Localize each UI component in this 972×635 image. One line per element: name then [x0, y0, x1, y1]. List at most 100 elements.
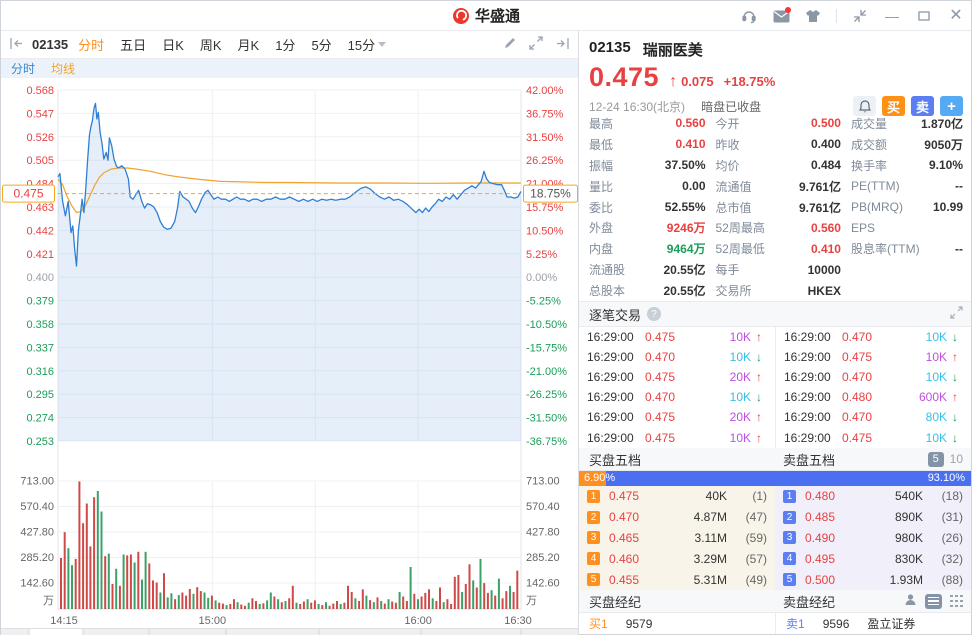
sell-broker-title: 卖盘经纪 [783, 594, 836, 610]
depth-level-toggle[interactable]: 5 10 [927, 451, 963, 467]
theme-shirt-icon[interactable] [804, 7, 822, 25]
stat-label: 均价 [715, 158, 740, 173]
stats-grid: 最高 0.560 最低 0.410 振幅 37.50% 量比 0.00 委比 52.55% 外盘 92… [579, 111, 971, 301]
stat-label: 昨收 [715, 137, 740, 152]
level-volume: 1.93M [889, 572, 923, 587]
tab-5分[interactable]: 5分 [311, 38, 332, 53]
depth-level-row[interactable]: 4 0.460 3.29M (57) [579, 548, 775, 569]
sell-button[interactable]: 卖 [911, 96, 934, 116]
toggle-5[interactable]: 5 [927, 451, 944, 467]
stat-value: 20.55亿 [663, 284, 706, 299]
tab-月K[interactable]: 月K [237, 38, 260, 53]
legend-item[interactable]: 分时 [11, 62, 36, 76]
pct-axis-label: -36.75% [526, 436, 567, 448]
expand-icon[interactable] [950, 306, 963, 322]
stat-label: 每手 [715, 263, 740, 278]
depth-level-row[interactable]: 4 0.495 830K (32) [775, 548, 971, 569]
stats-column: 成交量 1.870亿 成交额 9050万 换手率 9.10% PE(TTM) -- PB(MRQ… [851, 113, 963, 301]
level-volume: 3.11M [694, 530, 727, 545]
broker-header: 买盘经纪 卖盘经纪 [579, 590, 971, 613]
stat-value: 0.00 [682, 179, 706, 194]
down-arrow-icon: ↓ [952, 430, 958, 445]
minute-chart-svg[interactable]: 0.568 42.00% 0.547 36.75% 0.526 31.50% 0.505 26… [1, 78, 578, 635]
tick-volume: 10K [925, 350, 947, 365]
price-axis-label: 0.547 [26, 108, 54, 120]
tick-price: 0.475 [645, 410, 676, 425]
mail-icon[interactable] [772, 7, 791, 25]
sell-broker-id[interactable]: 9596 [822, 616, 850, 631]
stat-row: PB(MRQ) 10.99 [851, 197, 963, 218]
chart-pane: 02135 分时 五日 日K 周K 月K 1分 5分 15分 分时 均线 0.5 [1, 31, 579, 635]
depth-level-row[interactable]: 2 0.470 4.87M (47) [579, 507, 775, 528]
toggle-10[interactable]: 10 [949, 452, 963, 466]
pct-axis-label: 26.25% [526, 155, 564, 167]
stat-row: 股息率(TTM) -- [851, 238, 963, 259]
pct-axis-label: 10.50% [526, 225, 564, 237]
down-arrow-icon: ↓ [952, 410, 958, 425]
level-volume: 5.31M [693, 572, 727, 587]
collapse-window-icon[interactable] [851, 7, 869, 25]
tick-price: 0.475 [842, 430, 873, 445]
tick-time: 16:29:00 [784, 430, 831, 445]
buy-depth-title: 买盘五档 [589, 452, 642, 468]
minimize-icon[interactable]: — [885, 8, 899, 24]
tick-price: 0.470 [842, 330, 873, 345]
headset-icon[interactable] [740, 7, 758, 25]
stat-row: 昨收 0.400 [716, 134, 841, 155]
show-panel-icon[interactable] [555, 37, 570, 53]
depth-level-row[interactable]: 3 0.490 980K (26) [775, 528, 971, 549]
depth-level-row[interactable]: 2 0.485 890K (31) [775, 507, 971, 528]
user-icon[interactable] [904, 593, 917, 609]
price-area-fill [58, 103, 521, 442]
sell-levels: 1 0.480 540K (18) 2 0.485 890K (31) 3 0.490 980K (2… [775, 486, 971, 590]
app-logo: 华盛通 [452, 5, 520, 26]
alert-bell-button[interactable] [853, 96, 876, 116]
tick-volume: 600K [918, 390, 947, 405]
tick-row: 16:29:00 0.475 20K ↑ [579, 367, 775, 387]
depth-level-row[interactable]: 5 0.500 1.93M (88) [775, 569, 971, 590]
grid-view-icon[interactable] [950, 594, 963, 608]
depth-level-row[interactable]: 1 0.480 540K (18) [775, 486, 971, 507]
tick-volume: 10K [729, 390, 751, 405]
tab-周K[interactable]: 周K [199, 38, 222, 53]
depth-level-row[interactable]: 3 0.465 3.11M (59) [579, 528, 775, 549]
stat-label: 成交额 [850, 137, 887, 152]
draw-pencil-icon[interactable] [503, 36, 517, 53]
tab-五日[interactable]: 五日 [120, 38, 147, 53]
list-view-icon[interactable] [925, 593, 942, 609]
current-pct-tag: 18.75% [530, 187, 571, 201]
volume-axis-label: 570.40 [20, 501, 54, 513]
tick-row: 16:29:00 0.470 10K ↓ [776, 327, 971, 347]
stat-value: 20.55亿 [663, 263, 706, 278]
stat-value: 0.410 [675, 137, 706, 152]
tab-分时[interactable]: 分时 [78, 38, 105, 53]
depth-level-row[interactable]: 1 0.475 40K (1) [579, 486, 775, 507]
depth-level-row[interactable]: 5 0.455 5.31M (49) [579, 569, 775, 590]
tick-time: 16:29:00 [587, 410, 634, 425]
stat-value: 10000 [807, 262, 841, 277]
help-icon[interactable]: ? [647, 307, 662, 321]
buy-broker-id[interactable]: 9579 [625, 616, 653, 631]
maximize-icon[interactable] [915, 7, 933, 25]
tab-日K[interactable]: 日K [162, 38, 184, 53]
pct-axis-label: -21.00% [526, 366, 567, 378]
add-watchlist-button[interactable]: + [940, 96, 963, 116]
level-volume: 830K [894, 551, 923, 566]
chart-legend: 分时 均线 [1, 59, 578, 78]
minute-chart[interactable]: 0.568 42.00% 0.547 36.75% 0.526 31.50% 0.505 26… [1, 78, 578, 635]
tab-15分[interactable]: 15分 [347, 38, 376, 53]
level-badge: 2 [587, 510, 600, 524]
close-icon[interactable]: ✕ [949, 7, 963, 24]
stat-row: 内盘 9464万 [589, 238, 706, 259]
stat-row: 52周最高 0.560 [716, 217, 841, 238]
tick-time: 16:29:00 [587, 370, 634, 385]
level-order-count: (32) [941, 551, 963, 566]
legend-item[interactable]: 均线 [51, 62, 76, 76]
hide-panel-icon[interactable] [9, 37, 24, 53]
chevron-down-icon[interactable] [378, 42, 387, 47]
stat-row: 52周最低 0.410 [716, 238, 841, 259]
buy-button[interactable]: 买 [882, 96, 905, 116]
fullscreen-icon[interactable] [529, 36, 543, 53]
level-volume: 540K [894, 489, 923, 504]
tab-1分[interactable]: 1分 [275, 38, 296, 53]
